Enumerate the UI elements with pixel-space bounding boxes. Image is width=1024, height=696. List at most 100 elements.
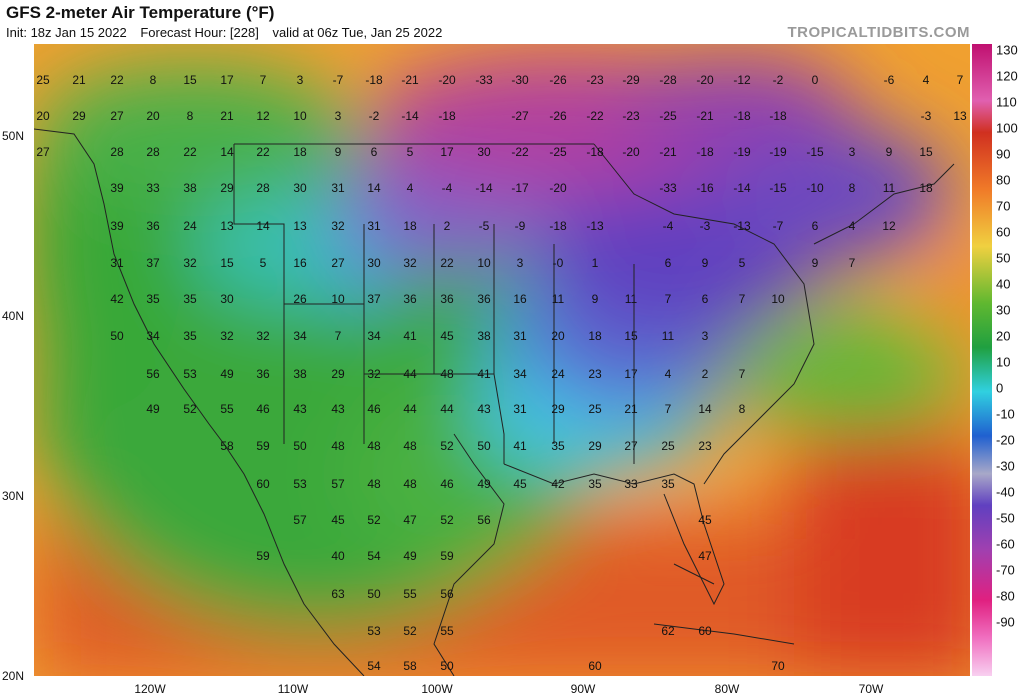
station-temperature: 5: [259, 256, 267, 270]
lon-label: 90W: [570, 682, 596, 696]
station-temperature: -17: [511, 181, 529, 195]
station-temperature: 23: [588, 367, 602, 381]
station-temperature: 7: [334, 329, 342, 343]
station-temperature: 43: [293, 402, 307, 416]
station-temperature: 34: [293, 329, 307, 343]
lon-label: 80W: [714, 682, 740, 696]
station-temperature: 31: [331, 181, 345, 195]
station-temperature: -7: [772, 219, 784, 233]
station-temperature: 8: [848, 181, 856, 195]
station-temperature: 36: [440, 292, 454, 306]
station-temperature: 11: [551, 292, 565, 306]
station-temperature: 52: [403, 624, 417, 638]
station-temperature: -25: [659, 109, 677, 123]
station-temperature: 4: [922, 73, 930, 87]
station-temperature: -22: [511, 145, 529, 159]
station-temperature: 43: [331, 402, 345, 416]
station-temperature: 32: [367, 367, 381, 381]
station-temperature: 21: [72, 73, 86, 87]
station-temperature: -15: [769, 181, 787, 195]
station-temperature: 60: [588, 659, 602, 673]
station-temperature: -21: [401, 73, 419, 87]
station-temperature: 34: [513, 367, 527, 381]
station-temperature: 5: [738, 256, 746, 270]
station-temperature: -20: [696, 73, 714, 87]
station-temperature: 7: [259, 73, 267, 87]
station-temperature: -33: [475, 73, 493, 87]
station-temperature: 35: [551, 439, 565, 453]
station-temperature: 55: [403, 587, 417, 601]
station-temperature: -18: [549, 219, 567, 233]
station-temperature: 14: [698, 402, 712, 416]
colorbar-tick-label: -60: [996, 536, 1015, 552]
station-temperature: 8: [186, 109, 194, 123]
station-temperature: 18: [403, 219, 417, 233]
station-temperature: 54: [367, 659, 381, 673]
station-temperature: 2: [701, 367, 709, 381]
station-temperature: 37: [146, 256, 160, 270]
station-temperature: 31: [513, 402, 527, 416]
station-temperature: 24: [183, 219, 197, 233]
station-temperature: -29: [622, 73, 640, 87]
station-temperature: -19: [733, 145, 751, 159]
station-temperature: 62: [661, 624, 675, 638]
station-temperature: 7: [956, 73, 964, 87]
colorbar-tick-label: 0: [996, 380, 1004, 396]
station-temperature: 11: [882, 181, 896, 195]
colorbar-tick-label: 20: [996, 328, 1011, 344]
colorbar: [972, 44, 992, 676]
colorbar-tick-label: -20: [996, 432, 1015, 448]
station-temperature: 26: [293, 292, 307, 306]
station-temperature: 16: [513, 292, 527, 306]
station-temperature: 15: [220, 256, 234, 270]
station-temperature: 36: [403, 292, 417, 306]
station-temperature: 27: [624, 439, 638, 453]
station-temperature: 4: [848, 219, 856, 233]
station-temperature: 50: [110, 329, 124, 343]
station-temperature: -18: [365, 73, 383, 87]
station-temperature: 45: [440, 329, 454, 343]
station-temperature: 50: [477, 439, 491, 453]
station-temperature: -26: [549, 73, 567, 87]
station-temperature: 17: [220, 73, 234, 87]
station-temperature: -26: [549, 109, 567, 123]
station-temperature: 9: [591, 292, 599, 306]
station-temperature: 52: [367, 513, 381, 527]
station-temperature: -23: [586, 73, 604, 87]
station-temperature: 47: [698, 549, 712, 563]
station-temperature: 35: [146, 292, 160, 306]
station-temperature: 36: [256, 367, 270, 381]
station-temperature: 9: [885, 145, 893, 159]
station-temperature: 49: [403, 549, 417, 563]
station-temperature: 42: [110, 292, 124, 306]
station-temperature: 59: [256, 439, 270, 453]
station-temperature: 11: [624, 292, 638, 306]
station-temperature: -0: [552, 256, 564, 270]
station-temperature: 35: [183, 329, 197, 343]
station-temperature: 50: [440, 659, 454, 673]
station-temperature: 57: [293, 513, 307, 527]
coastline-and-borders: [34, 128, 955, 676]
station-temperature: 54: [367, 549, 381, 563]
station-temperature: 44: [403, 367, 417, 381]
station-temperature: 0: [811, 73, 819, 87]
lat-label: 50N: [2, 129, 25, 143]
station-temperature: 43: [477, 402, 491, 416]
station-temperature: -15: [806, 145, 824, 159]
station-temperature: 7: [738, 292, 746, 306]
station-temperature: -25: [549, 145, 567, 159]
station-temperature: 32: [220, 329, 234, 343]
station-temperature: 9: [334, 145, 342, 159]
station-temperature: 46: [367, 402, 381, 416]
lat-label: 40N: [2, 309, 25, 323]
station-temperature: 48: [403, 477, 417, 491]
station-temperature: 48: [331, 439, 345, 453]
station-temperature: 32: [403, 256, 417, 270]
lon-label: 100W: [421, 682, 453, 696]
station-temperature: -13: [586, 219, 604, 233]
station-temperature: 29: [72, 109, 86, 123]
station-temperature: 42: [551, 477, 565, 491]
station-temperature: 32: [183, 256, 197, 270]
station-temperature: 46: [440, 477, 454, 491]
station-temperature: -22: [586, 109, 604, 123]
